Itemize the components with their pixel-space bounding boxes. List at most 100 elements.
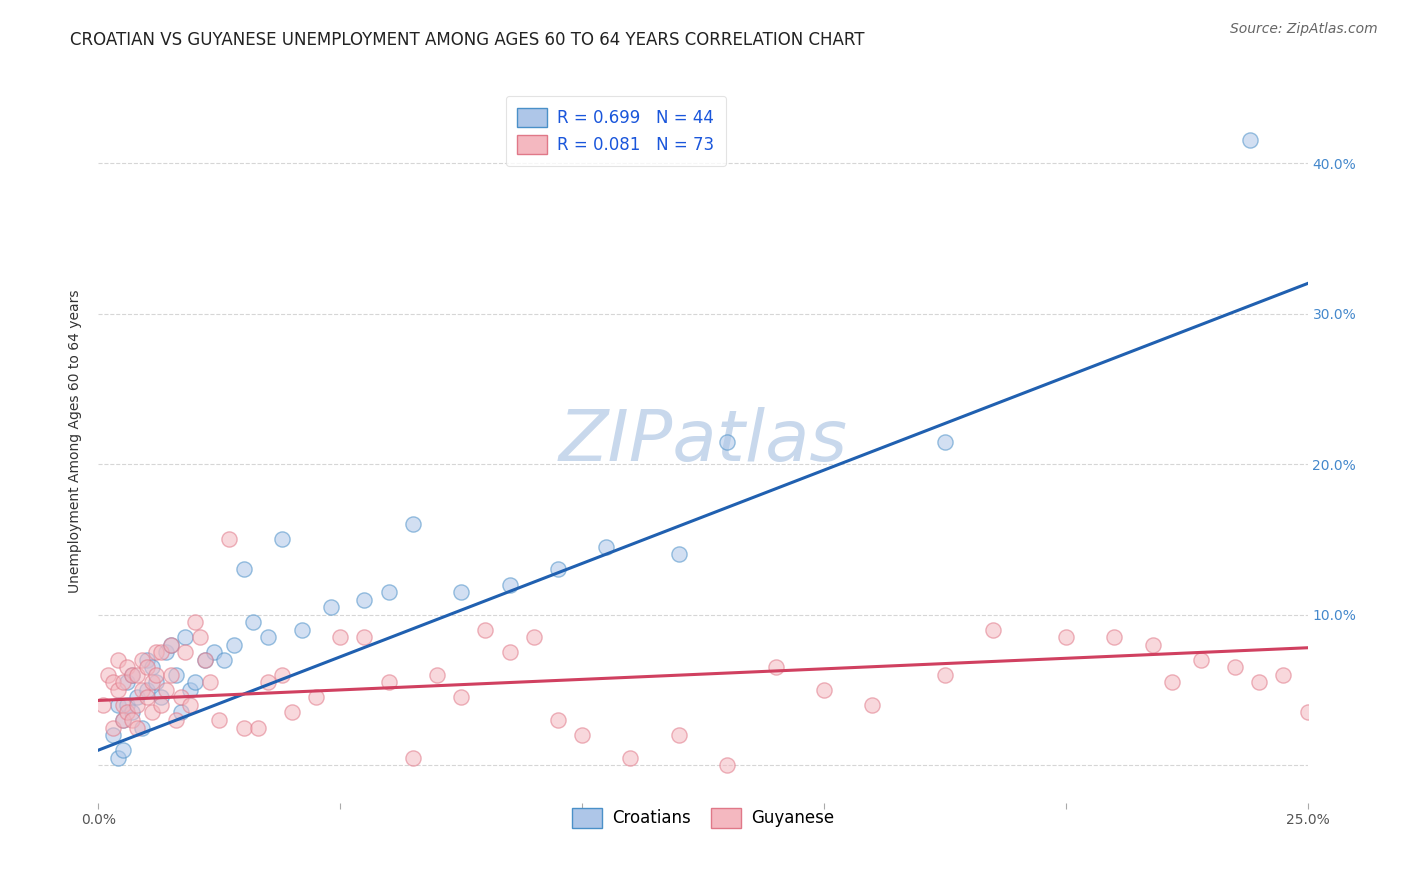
Point — [208, 713, 231, 727]
Point — [131, 682, 153, 697]
Point — [111, 698, 134, 712]
Point — [127, 721, 149, 735]
Point — [127, 690, 149, 705]
Point — [319, 600, 342, 615]
Point — [222, 638, 245, 652]
Point — [256, 630, 278, 644]
Point — [232, 721, 254, 735]
Point — [97, 668, 120, 682]
Point — [145, 645, 167, 659]
Point — [150, 645, 173, 659]
Point — [547, 562, 569, 576]
Point — [247, 721, 270, 735]
Point — [860, 698, 883, 712]
Text: CROATIAN VS GUYANESE UNEMPLOYMENT AMONG AGES 60 TO 64 YEARS CORRELATION CHART: CROATIAN VS GUYANESE UNEMPLOYMENT AMONG … — [70, 31, 865, 49]
Point — [1296, 706, 1319, 720]
Point — [204, 645, 226, 659]
Point — [101, 721, 124, 735]
Point — [716, 434, 738, 449]
Point — [184, 615, 207, 630]
Point — [329, 630, 352, 644]
Point — [377, 675, 399, 690]
Point — [145, 668, 167, 682]
Point — [174, 645, 197, 659]
Y-axis label: Unemployment Among Ages 60 to 64 years: Unemployment Among Ages 60 to 64 years — [69, 290, 83, 593]
Point — [141, 706, 163, 720]
Point — [150, 690, 173, 705]
Point — [934, 434, 956, 449]
Point — [716, 758, 738, 772]
Point — [305, 690, 328, 705]
Point — [1054, 630, 1077, 644]
Text: ZIPatlas: ZIPatlas — [558, 407, 848, 476]
Point — [450, 690, 472, 705]
Point — [107, 682, 129, 697]
Point — [179, 698, 201, 712]
Point — [281, 706, 304, 720]
Point — [165, 668, 187, 682]
Point — [1272, 668, 1295, 682]
Point — [426, 668, 449, 682]
Point — [169, 706, 191, 720]
Point — [198, 675, 221, 690]
Point — [155, 682, 177, 697]
Point — [1102, 630, 1125, 644]
Point — [188, 630, 211, 644]
Point — [1142, 638, 1164, 652]
Point — [619, 750, 641, 764]
Point — [141, 660, 163, 674]
Point — [165, 713, 187, 727]
Point — [121, 668, 143, 682]
Point — [117, 706, 139, 720]
Point — [179, 682, 201, 697]
Point — [160, 638, 183, 652]
Point — [131, 653, 153, 667]
Point — [135, 690, 157, 705]
Point — [135, 682, 157, 697]
Point — [290, 623, 312, 637]
Point — [523, 630, 546, 644]
Point — [474, 623, 496, 637]
Point — [981, 623, 1004, 637]
Point — [353, 630, 375, 644]
Point — [184, 675, 207, 690]
Point — [160, 638, 183, 652]
Legend: Croatians, Guyanese: Croatians, Guyanese — [565, 802, 841, 834]
Point — [271, 668, 294, 682]
Point — [174, 630, 197, 644]
Point — [121, 713, 143, 727]
Point — [377, 585, 399, 599]
Point — [101, 728, 124, 742]
Point — [117, 698, 139, 712]
Point — [131, 721, 153, 735]
Point — [450, 585, 472, 599]
Point — [101, 675, 124, 690]
Point — [145, 675, 167, 690]
Point — [934, 668, 956, 682]
Point — [212, 653, 235, 667]
Point — [571, 728, 593, 742]
Text: Source: ZipAtlas.com: Source: ZipAtlas.com — [1230, 22, 1378, 37]
Point — [135, 653, 157, 667]
Point — [107, 653, 129, 667]
Point — [353, 592, 375, 607]
Point — [150, 698, 173, 712]
Point — [155, 645, 177, 659]
Point — [127, 668, 149, 682]
Point — [668, 728, 690, 742]
Point — [121, 668, 143, 682]
Point — [107, 750, 129, 764]
Point — [160, 668, 183, 682]
Point — [765, 660, 787, 674]
Point — [194, 653, 217, 667]
Point — [271, 533, 294, 547]
Point — [117, 660, 139, 674]
Point — [402, 517, 425, 532]
Point — [1189, 653, 1212, 667]
Point — [498, 577, 520, 591]
Point — [169, 690, 191, 705]
Point — [135, 660, 157, 674]
Point — [121, 706, 143, 720]
Point — [813, 682, 835, 697]
Point — [1239, 134, 1261, 148]
